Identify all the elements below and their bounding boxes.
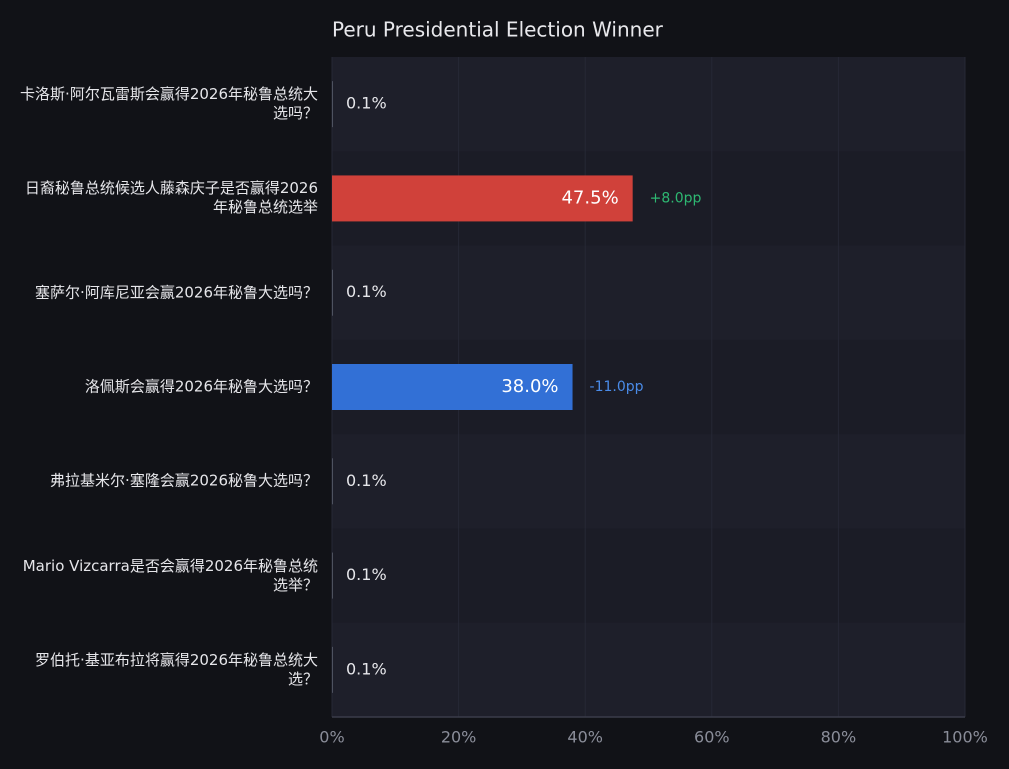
y-tick-label: 罗伯托·基亚布拉将赢得2026年秘鲁总统大选？ <box>35 650 318 688</box>
x-tick-label: 40% <box>567 728 603 747</box>
value-label: 38.0% <box>501 376 558 397</box>
x-tick-label: 60% <box>694 728 730 747</box>
change-label: -11.0pp <box>590 379 644 395</box>
value-label: 0.1% <box>346 471 387 490</box>
bar <box>332 81 333 128</box>
bar <box>332 364 573 410</box>
row-band <box>332 57 965 152</box>
y-tick-label: 洛佩斯会赢得2026年秘鲁大选吗？ <box>84 377 318 396</box>
bar <box>332 552 333 599</box>
bar <box>332 175 633 222</box>
y-tick-label: Mario Vizcarra是否会赢得2026年秘鲁总统选举？ <box>22 556 318 594</box>
bar <box>332 458 333 505</box>
x-tick-label: 20% <box>441 728 477 747</box>
change-label: +8.0pp <box>650 190 702 206</box>
y-tick-label: 日裔秘鲁总统候选人藤森庆子是否赢得2026年秘鲁总统选举 <box>24 179 318 217</box>
bar <box>332 646 333 693</box>
chart-title: Peru Presidential Election Winner <box>332 18 664 42</box>
x-tick-label: 0% <box>319 728 344 747</box>
row-band <box>332 434 965 529</box>
value-label: 0.1% <box>346 565 387 584</box>
row-band <box>332 622 965 717</box>
bar <box>332 269 333 316</box>
value-label: 0.1% <box>346 94 387 113</box>
value-label: 0.1% <box>346 659 387 678</box>
x-tick-label: 100% <box>942 728 988 747</box>
value-label: 47.5% <box>561 187 618 208</box>
value-label: 0.1% <box>346 282 387 301</box>
y-tick-label: 弗拉基米尔·塞隆会赢2026秘鲁大选吗？ <box>50 471 318 490</box>
y-tick-label: 卡洛斯·阿尔瓦雷斯会赢得2026年秘鲁总统大选吗？ <box>20 85 318 123</box>
y-tick-label: 塞萨尔·阿库尼亚会赢2026年秘鲁大选吗？ <box>35 283 318 302</box>
row-band <box>332 245 965 340</box>
x-tick-label: 80% <box>821 728 857 747</box>
